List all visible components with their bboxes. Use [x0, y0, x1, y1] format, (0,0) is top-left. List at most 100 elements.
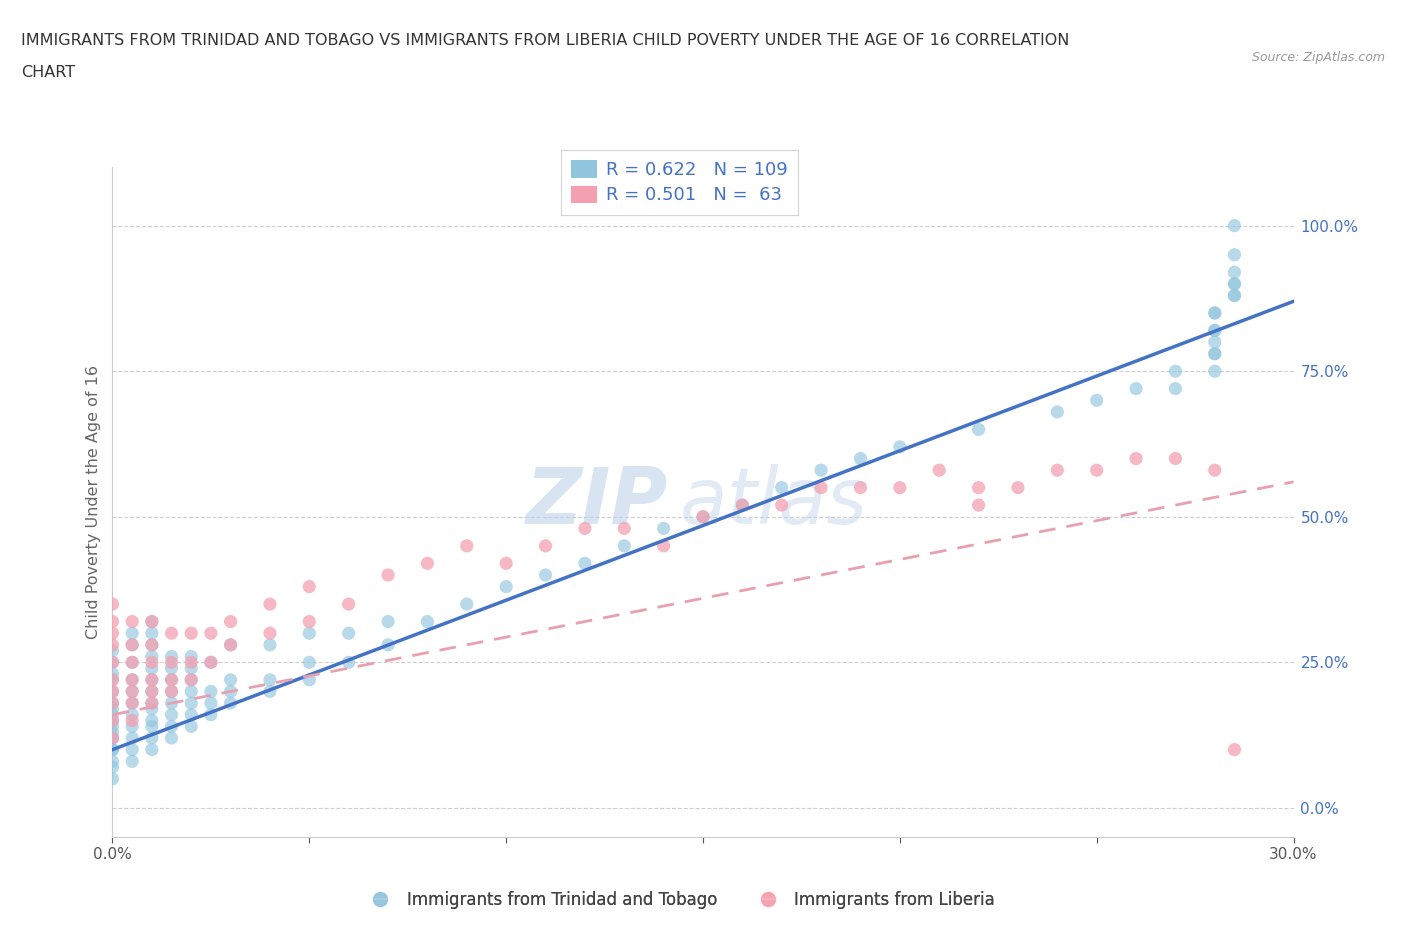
Text: Source: ZipAtlas.com: Source: ZipAtlas.com [1251, 51, 1385, 64]
Point [495, 579, 517, 594]
Point [141, 696, 163, 711]
Point [337, 597, 360, 612]
Point [101, 708, 124, 723]
Point [1125, 451, 1147, 466]
Point [160, 684, 183, 698]
Point [121, 626, 143, 641]
Point [141, 626, 163, 641]
Point [121, 684, 143, 698]
Point [101, 701, 124, 716]
Point [101, 760, 124, 775]
Point [200, 655, 222, 670]
Point [101, 696, 124, 711]
Point [377, 614, 399, 629]
Point [141, 672, 163, 687]
Point [889, 480, 911, 495]
Point [160, 672, 183, 687]
Point [160, 655, 183, 670]
Point [121, 713, 143, 728]
Point [534, 538, 557, 553]
Point [377, 637, 399, 652]
Point [967, 422, 990, 437]
Point [416, 556, 439, 571]
Point [770, 480, 793, 495]
Point [1223, 742, 1246, 757]
Point [101, 597, 124, 612]
Point [101, 771, 124, 786]
Point [298, 579, 321, 594]
Point [141, 684, 163, 698]
Point [180, 672, 202, 687]
Point [200, 684, 222, 698]
Point [200, 696, 222, 711]
Point [652, 538, 675, 553]
Point [259, 597, 281, 612]
Point [160, 708, 183, 723]
Point [219, 637, 242, 652]
Point [1223, 276, 1246, 291]
Point [141, 696, 163, 711]
Point [101, 667, 124, 682]
Point [141, 713, 163, 728]
Point [141, 655, 163, 670]
Point [160, 626, 183, 641]
Point [160, 649, 183, 664]
Point [1007, 480, 1029, 495]
Text: CHART: CHART [21, 65, 75, 80]
Point [121, 614, 143, 629]
Point [121, 672, 143, 687]
Point [141, 731, 163, 746]
Point [613, 538, 636, 553]
Point [1204, 346, 1226, 361]
Point [1204, 323, 1226, 338]
Point [219, 684, 242, 698]
Point [101, 731, 124, 746]
Point [298, 672, 321, 687]
Point [1046, 405, 1069, 419]
Point [219, 614, 242, 629]
Point [121, 731, 143, 746]
Point [141, 637, 163, 652]
Point [456, 597, 478, 612]
Point [1204, 306, 1226, 321]
Point [259, 672, 281, 687]
Point [101, 655, 124, 670]
Point [141, 660, 163, 675]
Point [101, 684, 124, 698]
Point [613, 521, 636, 536]
Point [101, 742, 124, 757]
Point [1204, 463, 1226, 478]
Point [160, 696, 183, 711]
Point [1223, 265, 1246, 280]
Point [652, 521, 675, 536]
Point [121, 637, 143, 652]
Point [141, 684, 163, 698]
Point [1164, 451, 1187, 466]
Point [101, 614, 124, 629]
Point [101, 742, 124, 757]
Point [200, 626, 222, 641]
Point [1125, 381, 1147, 396]
Point [377, 567, 399, 582]
Point [1223, 247, 1246, 262]
Point [298, 626, 321, 641]
Point [101, 713, 124, 728]
Point [101, 684, 124, 698]
Point [298, 614, 321, 629]
Point [141, 614, 163, 629]
Point [160, 660, 183, 675]
Point [101, 754, 124, 769]
Point [180, 655, 202, 670]
Point [456, 538, 478, 553]
Point [1223, 219, 1246, 233]
Point [337, 626, 360, 641]
Point [180, 696, 202, 711]
Text: IMMIGRANTS FROM TRINIDAD AND TOBAGO VS IMMIGRANTS FROM LIBERIA CHILD POVERTY UND: IMMIGRANTS FROM TRINIDAD AND TOBAGO VS I… [21, 33, 1070, 47]
Point [1085, 463, 1108, 478]
Point [101, 672, 124, 687]
Point [849, 480, 872, 495]
Point [101, 672, 124, 687]
Point [810, 480, 832, 495]
Point [928, 463, 950, 478]
Point [180, 708, 202, 723]
